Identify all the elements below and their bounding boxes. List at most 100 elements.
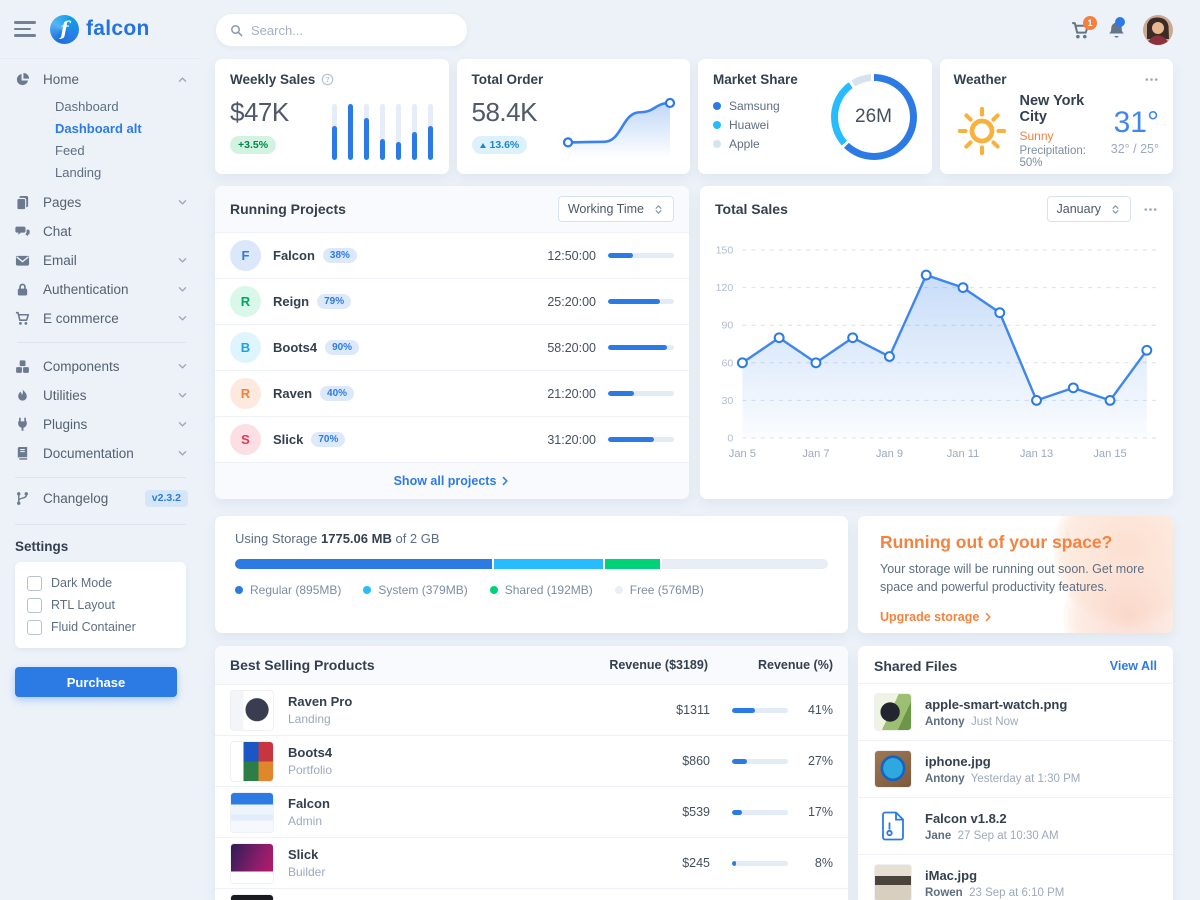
file-meta: Antony Just Now [925, 715, 1019, 728]
help-icon[interactable]: ? [321, 73, 334, 86]
chevron-up-icon [177, 74, 188, 85]
view-all-link[interactable]: View All [1109, 659, 1157, 673]
product-name[interactable]: Boots4 [288, 745, 333, 760]
sidebar-item-changelog[interactable]: Changelog v2.3.2 [0, 478, 200, 512]
product-thumbnail [230, 842, 274, 884]
weather-menu-button[interactable] [1144, 72, 1159, 87]
rtl-layout-checkbox[interactable] [27, 597, 42, 613]
topbar: 1 [215, 10, 1173, 50]
total-sales-line-chart: 0 30 60 90 120 150 Jan 5 Jan 7 Jan 9 Jan 11 Jan 1… [700, 232, 1173, 474]
product-name[interactable]: Falcon [288, 796, 330, 811]
svg-text:Jan 15: Jan 15 [1093, 448, 1126, 460]
list-item-imac-jpg[interactable]: iMac.jpg Rowen 23 Sep at 6:10 PM [858, 854, 1173, 900]
file-name: iphone.jpg [925, 753, 991, 769]
total-order-card: Total Order 58.4K 13.6% [456, 59, 690, 174]
total-order-value: 58.4K [471, 97, 538, 127]
running-projects-list: F Falcon 38% 12:50:00 R Reign 79% 25:20:… [215, 233, 689, 463]
fluid-container-checkbox[interactable] [27, 619, 42, 635]
list-item-falcon-v1-8-2[interactable]: Falcon v1.8.2 Jane 27 Sep at 10:30 AM [858, 797, 1173, 854]
weather-body: New York City Sunny Precipitation: 50% 3… [954, 87, 1159, 169]
market-share-donut-chart: 26M [830, 74, 917, 160]
sidebar-subitem-landing[interactable]: Landing [55, 164, 102, 180]
sidebar-item-plugins[interactable]: Plugins [15, 410, 188, 439]
menu-toggle-icon[interactable] [14, 17, 36, 41]
comments-icon [15, 224, 31, 240]
revenue-column-header: Revenue ($3189) [609, 658, 708, 672]
plug-icon [15, 417, 31, 433]
charts-row: Running Projects Working Time F Falcon 3… [215, 186, 1173, 499]
working-time-select[interactable]: Working Time [557, 196, 674, 222]
product-thumbnail [230, 893, 274, 900]
avatar-image [1143, 15, 1173, 45]
project-name[interactable]: Slick [273, 432, 304, 447]
sidebar-item-documentation[interactable]: Documentation [15, 439, 188, 468]
show-all-projects-link[interactable]: Show all projects [394, 474, 511, 488]
list-item-apple-smart-watch-png[interactable]: apple-smart-watch.png Antony Just Now [858, 683, 1173, 740]
product-revenue-bar [732, 809, 788, 815]
storage-segment-system-379mb- [494, 559, 604, 569]
storage-segment-regular-895mb- [235, 559, 493, 569]
legend-dot [363, 586, 372, 594]
sidebar-item-utilities[interactable]: Utilities [15, 381, 188, 410]
sun-icon [957, 106, 1006, 156]
project-name[interactable]: Falcon [273, 248, 315, 263]
file-thumbnail [874, 864, 912, 900]
weather-city: New York City [1019, 93, 1085, 125]
search-input[interactable] [251, 22, 453, 38]
project-name[interactable]: Reign [273, 294, 310, 309]
month-select[interactable]: January [1046, 196, 1131, 222]
sidebar-subitem-dashboard[interactable]: Dashboard [55, 98, 119, 114]
svg-text:Jan 7: Jan 7 [802, 448, 829, 460]
product-name[interactable]: Raven Pro [288, 694, 353, 709]
weekly-sales-bar-chart [331, 104, 433, 160]
product-name[interactable]: Slick [288, 847, 319, 862]
bar [363, 104, 369, 160]
sidebar-item-email[interactable]: Email [15, 246, 188, 275]
cart-button[interactable]: 1 [1071, 15, 1097, 40]
dark-mode-checkbox[interactable] [27, 575, 42, 591]
project-progress-bar [608, 299, 674, 304]
brand-name: falcon [86, 17, 150, 40]
legend-item-apple: Apple [713, 134, 917, 153]
weekly-sales-title: Weekly Sales [230, 72, 316, 87]
product-category: Portfolio [288, 763, 333, 777]
checkbox-rtl-layout[interactable]: RTL Layout [27, 594, 174, 616]
code-branch-icon [15, 490, 31, 506]
user-avatar[interactable] [1143, 15, 1173, 45]
upgrade-storage-link[interactable]: Upgrade storage [880, 610, 993, 624]
project-name[interactable]: Raven [273, 386, 313, 401]
brand-logo[interactable]: f falcon [50, 14, 150, 44]
settings-heading: Settings [15, 539, 69, 554]
sidebar-subitem-feed[interactable]: Feed [55, 142, 85, 158]
product-revenue-bar [732, 707, 788, 713]
checkbox-fluid-container[interactable]: Fluid Container [27, 616, 174, 638]
list-item-iphone-jpg[interactable]: iphone.jpg Antony Yesterday at 1:30 PM [858, 740, 1173, 797]
sidebar-item-components[interactable]: Components [15, 352, 188, 381]
storage-segment-free-576mb- [662, 559, 828, 569]
purchase-button[interactable]: Purchase [15, 667, 177, 697]
svg-text:Jan 11: Jan 11 [947, 448, 980, 460]
chevron-down-icon [177, 313, 188, 324]
notifications-button[interactable] [1107, 16, 1126, 40]
upgrade-body: Your storage will be running out soon. G… [880, 562, 1145, 595]
storage-row: Using Storage 1775.06 MB of 2 GB Regular… [215, 516, 1173, 633]
sidebar-item-home[interactable]: Home [15, 65, 188, 94]
sidebar-subitem-dashboard-alt[interactable]: Dashboard alt [55, 120, 142, 136]
project-name[interactable]: Boots4 [273, 340, 318, 355]
sidebar-item-e-commerce[interactable]: E commerce [15, 304, 188, 333]
chevron-down-icon [177, 255, 188, 266]
project-progress-badge: 90% [325, 340, 360, 355]
weather-card: Weather New York City Sunny Precipitatio… [939, 59, 1173, 174]
sidebar-item-authentication[interactable]: Authentication [15, 275, 188, 304]
chevron-down-icon [177, 390, 188, 401]
book-icon [15, 446, 31, 462]
running-projects-footer: Show all projects [215, 463, 689, 499]
legend-item-samsung: Samsung [713, 96, 917, 115]
product-category: Admin [288, 814, 323, 828]
sidebar-item-pages[interactable]: Pages [15, 188, 188, 217]
project-time: 21:20:00 [547, 386, 596, 401]
sidebar-item-chat[interactable]: Chat [15, 217, 188, 246]
checkbox-dark-mode[interactable]: Dark Mode [27, 572, 174, 594]
total-sales-menu-button[interactable] [1143, 202, 1158, 217]
